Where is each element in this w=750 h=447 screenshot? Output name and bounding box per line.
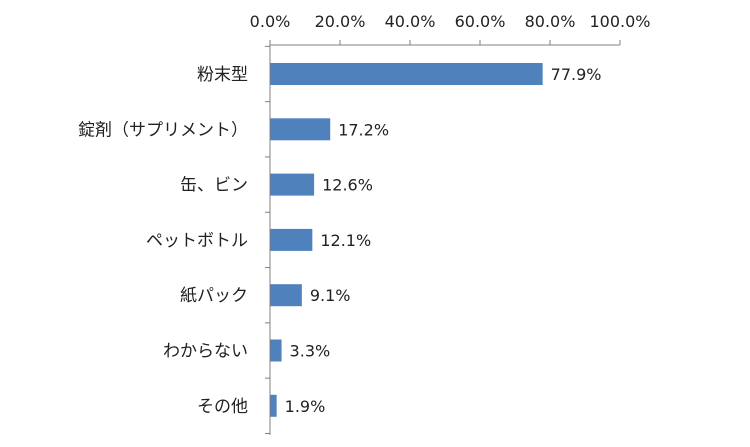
bar xyxy=(270,228,313,251)
data-label: 77.9% xyxy=(551,65,602,84)
labels-layer: 粉末型 77.9% 錠剤（サプリメント） 17.2% 缶、ビン 12.6% ペットボトル 12… xyxy=(78,65,601,417)
x-tick-label: 60.0% xyxy=(455,12,506,31)
category-label: 缶、ビン xyxy=(180,176,248,196)
category-label: ペットボトル xyxy=(146,231,248,251)
category-label: 錠剤（サプリメント） xyxy=(78,120,248,140)
x-tick-label: 20.0% xyxy=(315,12,366,31)
bar xyxy=(270,339,282,362)
category-label: わからない xyxy=(163,342,248,362)
bar xyxy=(270,118,331,141)
bars-layer xyxy=(270,63,543,417)
bar xyxy=(270,284,302,307)
data-label: 12.6% xyxy=(322,176,373,195)
bar xyxy=(270,394,277,417)
data-label: 1.9% xyxy=(285,397,326,416)
x-tick-label: 40.0% xyxy=(385,12,436,31)
category-label: 粉末型 xyxy=(197,65,248,85)
category-label: その他 xyxy=(197,397,248,417)
x-tick-label: 0.0% xyxy=(250,12,291,31)
x-tick-label: 100.0% xyxy=(589,12,650,31)
category-label: 紙パック xyxy=(180,286,248,306)
data-label: 17.2% xyxy=(338,120,389,139)
bar xyxy=(270,173,315,196)
axis-layer: 0.0% 20.0% 40.0% 60.0% 80.0% 100.0% xyxy=(250,12,651,435)
data-label: 12.1% xyxy=(320,231,371,250)
data-label: 3.3% xyxy=(290,342,331,361)
data-label: 9.1% xyxy=(310,286,351,305)
x-tick-label: 80.0% xyxy=(525,12,576,31)
bar xyxy=(270,63,543,85)
